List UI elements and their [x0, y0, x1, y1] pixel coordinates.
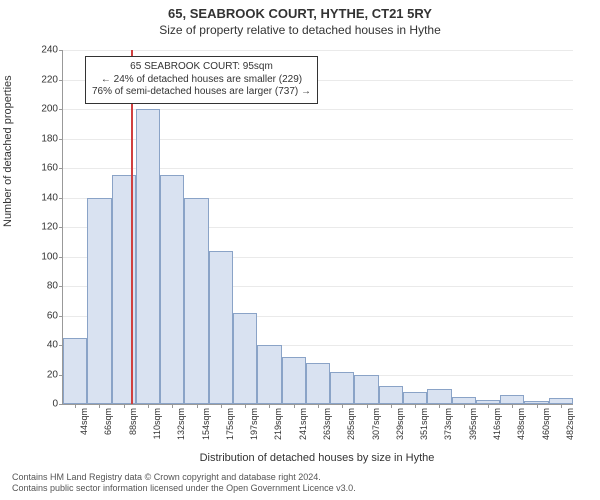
x-tick-label: 416sqm [492, 408, 502, 440]
x-tick [367, 404, 368, 408]
x-tick [172, 404, 173, 408]
histogram-bar [282, 357, 306, 404]
y-tick-label: 240 [18, 45, 58, 56]
x-tick-label: 44sqm [79, 408, 89, 435]
x-tick [269, 404, 270, 408]
histogram-bar [354, 375, 378, 405]
histogram-bar [136, 109, 160, 404]
y-tick [59, 50, 63, 51]
footnote-line-1: Contains HM Land Registry data © Crown c… [12, 472, 356, 483]
x-tick [75, 404, 76, 408]
histogram-bar [452, 397, 476, 404]
y-tick [59, 404, 63, 405]
histogram-bar [233, 313, 257, 404]
y-tick [59, 198, 63, 199]
x-tick-label: 154sqm [201, 408, 211, 440]
y-tick-label: 0 [18, 399, 58, 410]
x-tick-label: 329sqm [395, 408, 405, 440]
x-tick-label: 110sqm [152, 408, 162, 439]
x-tick [464, 404, 465, 408]
histogram-bar [160, 175, 184, 404]
x-tick [342, 404, 343, 408]
y-tick-label: 140 [18, 192, 58, 203]
x-tick [391, 404, 392, 408]
x-tick-label: 197sqm [249, 408, 259, 440]
x-tick [294, 404, 295, 408]
x-tick [537, 404, 538, 408]
y-tick [59, 168, 63, 169]
histogram-bar [500, 395, 524, 404]
x-tick-label: 88sqm [128, 408, 138, 435]
y-tick [59, 316, 63, 317]
x-tick-label: 307sqm [371, 408, 381, 440]
x-tick [318, 404, 319, 408]
x-tick [488, 404, 489, 408]
histogram-bar [306, 363, 330, 404]
x-tick [99, 404, 100, 408]
y-axis-label: Number of detached properties [2, 75, 14, 227]
y-tick [59, 80, 63, 81]
x-tick [415, 404, 416, 408]
annotation-line-2: ← 24% of detached houses are smaller (22… [92, 74, 311, 87]
x-tick [561, 404, 562, 408]
y-tick-label: 20 [18, 369, 58, 380]
y-tick-label: 200 [18, 104, 58, 115]
x-tick-label: 241sqm [298, 408, 308, 440]
x-tick-label: 132sqm [176, 408, 186, 440]
x-axis-label: Distribution of detached houses by size … [62, 452, 572, 464]
y-tick [59, 139, 63, 140]
histogram-bar [63, 338, 87, 404]
x-tick-label: 460sqm [541, 408, 551, 440]
footnote-line-2: Contains public sector information licen… [12, 483, 356, 494]
y-tick-label: 80 [18, 281, 58, 292]
histogram-bar [403, 392, 427, 404]
x-tick-label: 263sqm [322, 408, 332, 440]
y-tick-label: 120 [18, 222, 58, 233]
histogram-bar [209, 251, 233, 404]
x-tick [197, 404, 198, 408]
y-tick [59, 109, 63, 110]
y-tick-label: 180 [18, 133, 58, 144]
y-tick-label: 100 [18, 251, 58, 262]
footnote: Contains HM Land Registry data © Crown c… [12, 472, 356, 494]
histogram-plot: 44sqm66sqm88sqm110sqm132sqm154sqm175sqm1… [62, 50, 573, 405]
annotation-line-3: 76% of semi-detached houses are larger (… [92, 86, 311, 99]
x-tick [221, 404, 222, 408]
y-tick-label: 160 [18, 163, 58, 174]
y-tick-label: 60 [18, 310, 58, 321]
page-title: 65, SEABROOK COURT, HYTHE, CT21 5RY [0, 0, 600, 21]
y-tick [59, 257, 63, 258]
x-tick-label: 175sqm [225, 408, 235, 440]
x-tick [512, 404, 513, 408]
histogram-bar [257, 345, 281, 404]
x-tick-label: 482sqm [565, 408, 575, 440]
histogram-bar [87, 198, 111, 405]
histogram-bar [427, 389, 451, 404]
x-tick-label: 395sqm [468, 408, 478, 440]
x-tick-label: 373sqm [443, 408, 453, 440]
x-tick-label: 285sqm [346, 408, 356, 440]
x-tick-label: 438sqm [516, 408, 526, 440]
x-tick [245, 404, 246, 408]
x-tick [148, 404, 149, 408]
y-tick-label: 40 [18, 340, 58, 351]
reference-annotation: 65 SEABROOK COURT: 95sqm ← 24% of detach… [85, 56, 318, 104]
y-tick [59, 227, 63, 228]
annotation-line-1: 65 SEABROOK COURT: 95sqm [92, 61, 311, 74]
x-tick-label: 219sqm [273, 408, 283, 440]
x-tick-label: 351sqm [419, 408, 429, 440]
page-subtitle: Size of property relative to detached ho… [0, 21, 600, 37]
histogram-bar [379, 386, 403, 404]
histogram-bar [184, 198, 208, 405]
y-tick [59, 286, 63, 287]
x-tick [439, 404, 440, 408]
y-tick-label: 220 [18, 74, 58, 85]
x-tick [124, 404, 125, 408]
histogram-bar [330, 372, 354, 404]
x-tick-label: 66sqm [103, 408, 113, 435]
gridline [63, 50, 573, 51]
